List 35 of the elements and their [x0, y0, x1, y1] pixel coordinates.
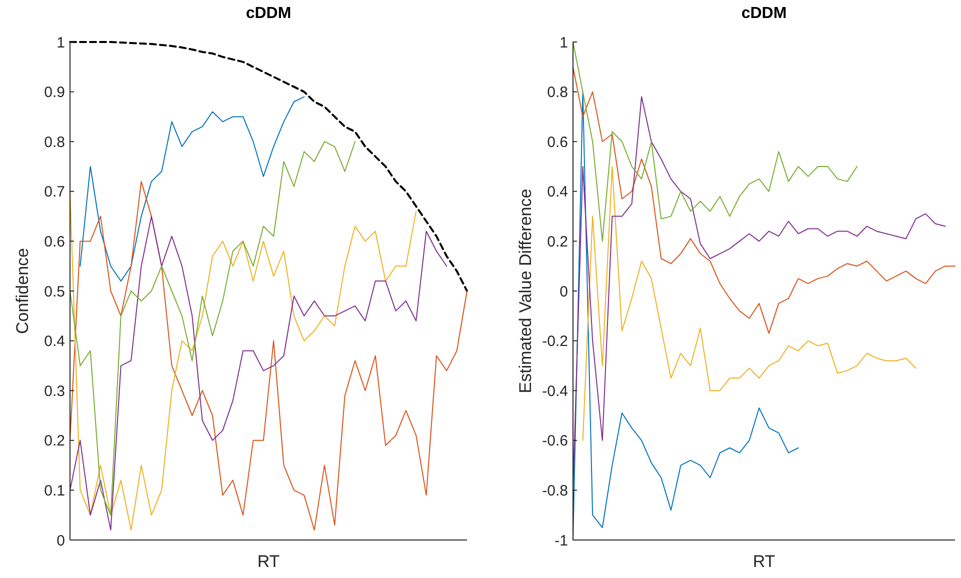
y-tick-label: 0.4 [44, 333, 65, 350]
y-axis-title: Confidence [13, 248, 32, 334]
line-series [572, 66, 956, 334]
y-tick-label: 0.8 [547, 84, 568, 102]
line-series [80, 96, 305, 282]
y-tick-label: -0.8 [542, 482, 568, 500]
y-tick-label: 0 [560, 283, 568, 300]
chart-title: cDDM [246, 5, 292, 22]
line-series [572, 42, 858, 242]
y-tick-label: 0.7 [44, 184, 65, 201]
y-tick-label: 0.6 [547, 134, 568, 151]
y-tick-label: -0.2 [542, 333, 568, 350]
chart-title: cDDM [741, 5, 787, 22]
y-tick-label: 0.5 [44, 283, 65, 300]
x-axis-title: RT [752, 552, 776, 571]
y-tick-label: 0.4 [547, 184, 568, 201]
line-series [582, 166, 916, 441]
y-tick-label: 0.2 [547, 233, 568, 250]
y-tick-label: 1 [56, 34, 65, 52]
y-tick-label: 0.9 [44, 84, 65, 102]
y-tick-label: -1 [554, 532, 568, 550]
y-tick-label: 0 [56, 532, 65, 550]
y-tick-label: 1 [560, 34, 568, 52]
y-tick-label: 0.2 [44, 432, 65, 450]
line-series [69, 41, 468, 292]
line-series [70, 141, 356, 516]
y-tick-label: -0.6 [542, 432, 568, 450]
line-series [572, 91, 799, 540]
y-tick-label: 0.1 [44, 482, 65, 500]
y-tick-label: -0.4 [542, 382, 568, 400]
x-axis-title: RT [257, 552, 280, 571]
y-tick-label: 0.3 [44, 382, 65, 400]
y-axis-title: Estimated Value Difference [516, 188, 535, 394]
y-tick-label: 0.8 [44, 134, 65, 151]
y-tick-label: 0.6 [44, 233, 65, 250]
